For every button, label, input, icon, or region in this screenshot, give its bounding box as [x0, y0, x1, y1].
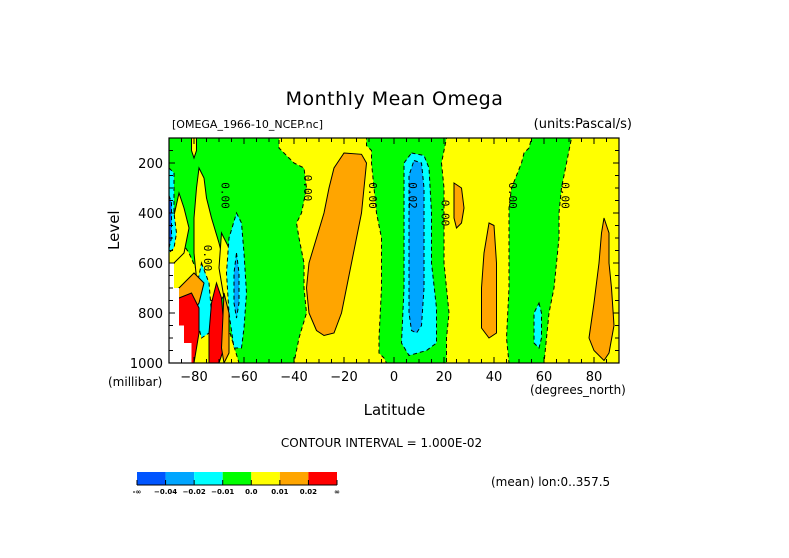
colorbar-label: −0.01 [211, 488, 234, 496]
units-label: (units:Pascal/s) [533, 117, 632, 132]
x-tick-label: −80 [180, 370, 207, 385]
averaging-note: (mean) lon:0..357.5 [491, 475, 611, 489]
contour-label: 0.00 [366, 182, 379, 209]
contour-region-blue-equator [408, 159, 425, 334]
colorbar-swatch [251, 472, 280, 485]
y-tick-label: 600 [138, 257, 163, 272]
x-axis-units: (degrees_north) [530, 383, 626, 397]
contour-region-blue-streak-a [233, 252, 240, 319]
dataset-label: [OMEGA_1966-10_NCEP.nc] [172, 118, 323, 131]
y-tick-label: 400 [138, 207, 163, 222]
contour-labels: 0.00 0.00 0.00 0.00 0.02 0.00 0.00 0.00 [201, 175, 572, 272]
contour-label: 0.02 [406, 182, 419, 209]
colorbar-label: 0.02 [300, 488, 317, 496]
contour-region-orange-south-tropics [305, 152, 368, 337]
x-tick-label: 20 [436, 370, 453, 385]
colorbar-swatch [137, 472, 166, 485]
contour-region-yellow-tongue-c [169, 191, 190, 269]
contour-region-yellow-tongue-a [191, 138, 197, 160]
x-axis-label: Latitude [363, 401, 426, 419]
colorbar-swatch [165, 472, 195, 485]
contour-region-red-streak-b [208, 281, 225, 363]
contour-label: 0.00 [506, 182, 519, 209]
x-tick-label: −60 [230, 370, 257, 385]
contour-interval-text: CONTOUR INTERVAL = 1.000E-02 [280, 436, 483, 450]
x-tick-label: −40 [280, 370, 307, 385]
colorbar-swatch [308, 472, 337, 485]
contour-interval-note: CONTOUR INTERVAL = 1.000E-02 [0, 436, 789, 450]
colorbar-label: 0.0 [245, 488, 258, 496]
colorbar-swatch [194, 472, 223, 485]
contour-region-green-north [505, 138, 573, 363]
y-tick-label: 200 [138, 157, 163, 172]
contour-regions [169, 138, 615, 363]
colorbar-swatch [222, 472, 252, 485]
contour-region-orange-20n [453, 182, 465, 229]
contour-label: 0.00 [219, 182, 232, 209]
colorbar-label: -∞ [133, 488, 142, 496]
x-tick-label: 80 [586, 370, 603, 385]
x-tick-label: −20 [330, 370, 357, 385]
contour-region-missing-data [169, 263, 192, 363]
colorbar-label: −0.04 [154, 488, 177, 496]
colorbar-label: ∞ [334, 488, 340, 496]
contour-label: 0.00 [201, 245, 214, 272]
colorbar: -∞ −0.04 −0.02 −0.01 0.0 0.01 0.02 ∞ [133, 472, 340, 496]
plot-area: 0.00 0.00 0.00 0.00 0.02 0.00 0.00 0.00 [169, 138, 619, 363]
contour-label: 0.00 [439, 200, 452, 227]
x-tick-label: 60 [536, 370, 553, 385]
colorbar-label: −0.02 [183, 488, 206, 496]
contour-region-orange-40n [481, 222, 497, 339]
contour-label: 0.00 [301, 175, 314, 202]
y-axis-units: (millibar) [108, 375, 163, 389]
contour-region-orange-80n [588, 217, 615, 362]
axes: −80 −60 −40 −20 0 20 40 60 80 200 400 600 800 1000 [130, 138, 619, 385]
contour-label: 0.00 [559, 182, 572, 209]
chart-title: Monthly Mean Omega [285, 88, 504, 110]
colorbar-label: 0.01 [271, 488, 288, 496]
y-tick-label: 800 [138, 307, 163, 322]
contour-region-orange-streak-b [220, 292, 230, 363]
colorbar-swatch [279, 472, 309, 485]
x-tick-label: 40 [486, 370, 503, 385]
y-tick-label: 1000 [130, 357, 163, 372]
contour-region-cyan-north [533, 301, 542, 349]
x-tick-label: 0 [390, 370, 398, 385]
